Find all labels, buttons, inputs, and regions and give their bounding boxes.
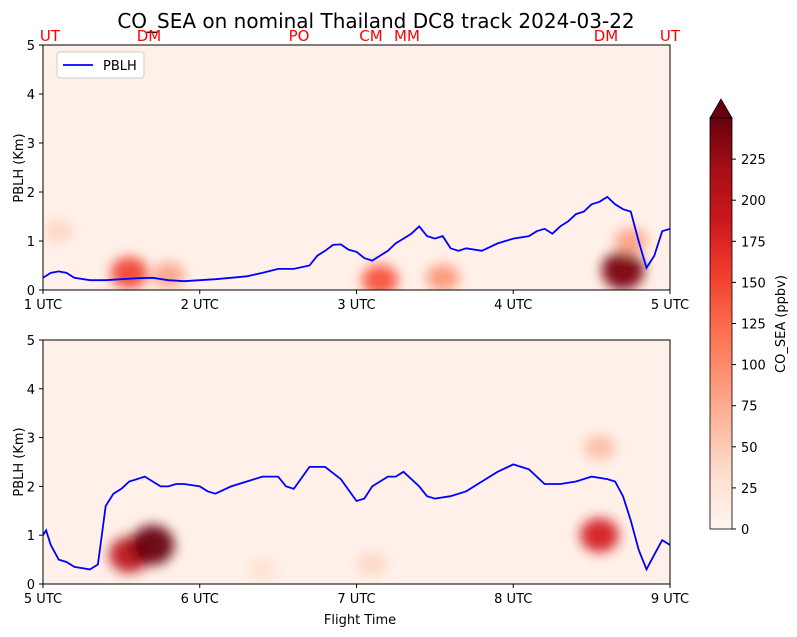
y-tick-label: 2: [27, 480, 35, 495]
colorbar-tick-label: 225: [741, 153, 766, 168]
y-tick-label: 4: [27, 383, 35, 398]
colorbar-extend-arrow: [709, 98, 733, 119]
legend: PBLH: [56, 51, 145, 79]
colorbar-tick-label: 75: [741, 400, 758, 415]
legend-box: [56, 51, 145, 79]
site-label: DM: [594, 27, 619, 45]
heatmap-background: [43, 45, 670, 290]
y-tick-label: 1: [27, 529, 35, 544]
site-labels: UT DM PO CM MM DM UT: [40, 27, 681, 45]
y-tick-label: 2: [27, 186, 35, 201]
colorbar-label: CO_SEA (ppbv): [774, 275, 789, 373]
x-tick-label: 1 UTC: [24, 298, 62, 313]
site-label: UT: [660, 27, 681, 45]
chart-title: CO_SEA on nominal Thailand DC8 track 202…: [117, 9, 634, 33]
x-tick-label: 3 UTC: [337, 298, 375, 313]
x-ticks: 5 UTC 6 UTC 7 UTC 8 UTC 9 UTC: [24, 584, 689, 607]
y-tick-label: 0: [27, 578, 35, 593]
y-tick-label: 5: [27, 39, 35, 54]
colorbar-tick-label: 175: [741, 235, 766, 250]
colorbar-tick-label: 25: [741, 482, 758, 497]
site-label: DM: [137, 27, 162, 45]
y-tick-label: 1: [27, 235, 35, 250]
plume-blob: [152, 262, 185, 289]
plume-blob: [356, 552, 388, 577]
plume-blob: [426, 264, 460, 290]
plume-blob: [614, 227, 648, 255]
panel-bottom: 5 UTC 6 UTC 7 UTC 8 UTC 9 UTC 0 1 2 3 4 5 PBLH (K…: [12, 334, 689, 628]
y-axis-label: PBLH (Km): [12, 427, 27, 496]
site-label: CM: [359, 27, 382, 45]
x-axis-label: Flight Time: [324, 613, 396, 628]
y-tick-label: 5: [27, 334, 35, 349]
x-tick-label: 6 UTC: [181, 592, 219, 607]
x-tick-label: 7 UTC: [337, 592, 375, 607]
x-ticks: 1 UTC 2 UTC 3 UTC 4 UTC 5 UTC: [24, 290, 689, 313]
heatmap-plumes: [43, 219, 648, 290]
x-tick-label: 8 UTC: [494, 592, 532, 607]
plume-blob: [43, 219, 74, 243]
x-tick-label: 2 UTC: [181, 298, 219, 313]
y-tick-label: 3: [27, 432, 35, 447]
colorbar-tick-label: 100: [741, 359, 766, 374]
site-label: PO: [289, 27, 310, 45]
x-tick-label: 5 UTC: [24, 592, 62, 607]
y-tick-label: 4: [27, 88, 35, 103]
colorbar-tick-label: 200: [741, 194, 766, 209]
panel-top: 1 UTC 2 UTC 3 UTC 4 UTC 5 UTC 0 1 2 3 4 5 PBLH (K…: [12, 27, 689, 313]
plume-blob: [580, 518, 619, 553]
x-tick-label: 4 UTC: [494, 298, 532, 313]
colorbar-tick-label: 125: [741, 318, 766, 333]
y-tick-label: 3: [27, 137, 35, 152]
plume-blob: [110, 256, 148, 289]
colorbar-tick-label: 0: [741, 523, 749, 538]
plume-blob: [131, 524, 175, 565]
legend-label: PBLH: [103, 59, 137, 74]
colorbar: 0 25 50 75 100 125 150 175 200 225 CO_SEA (ppbv): [709, 98, 789, 538]
plume-blob: [583, 434, 616, 460]
site-label: MM: [394, 27, 420, 45]
y-axis-label: PBLH (Km): [12, 133, 27, 202]
colorbar-tick-label: 150: [741, 276, 766, 291]
y-ticks: 0 1 2 3 4 5: [27, 39, 43, 299]
pblh-line: [43, 463, 670, 572]
x-tick-label: 5 UTC: [651, 298, 689, 313]
colorbar-gradient: [709, 117, 733, 530]
colorbar-tick-label: 50: [741, 441, 758, 456]
pblh-line: [43, 195, 670, 283]
plume-blob: [361, 264, 399, 290]
heatmap-plumes: [109, 434, 619, 581]
site-label: UT: [40, 27, 61, 45]
y-ticks: 0 1 2 3 4 5: [27, 334, 43, 593]
x-tick-label: 9 UTC: [651, 592, 689, 607]
plume-blob: [247, 558, 278, 581]
plume-blob: [601, 250, 645, 290]
y-tick-label: 0: [27, 284, 35, 299]
colorbar-ticks: 0 25 50 75 100 125 150 175 200 225: [732, 153, 766, 538]
